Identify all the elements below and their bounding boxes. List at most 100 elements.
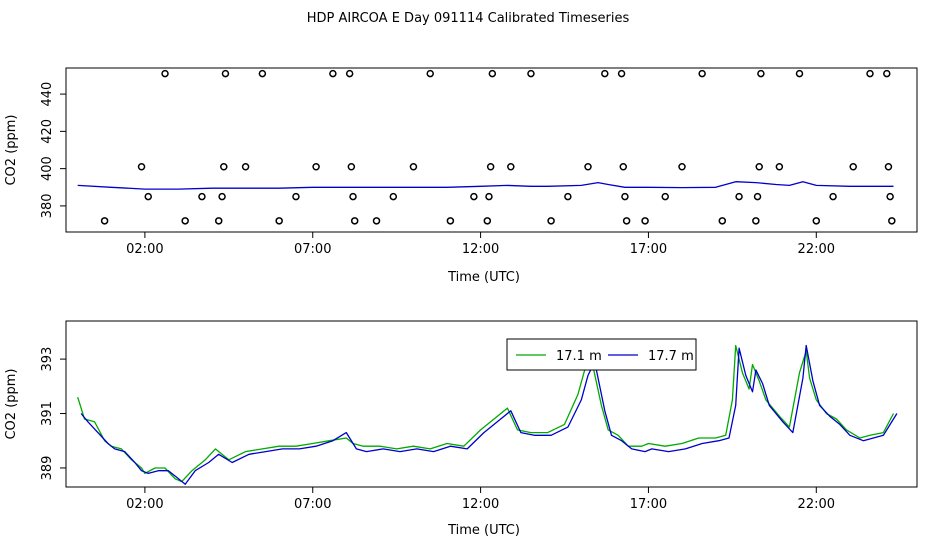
- calibration-point: [584, 163, 592, 171]
- bottom-x-tick-label: 17:00: [630, 497, 667, 512]
- calibration-point: [258, 69, 267, 78]
- calibration-point: [218, 192, 226, 201]
- bottom-x-axis: 02:00 07:00 12:00 17:00 22:00: [126, 487, 835, 512]
- calibration-point: [775, 163, 784, 171]
- bottom-plot-frame: [65, 320, 918, 488]
- calibration-point: [527, 69, 535, 78]
- calibration-point: [601, 69, 609, 78]
- calibration-point: [718, 217, 727, 225]
- calibration-point: [349, 192, 357, 201]
- top-plot-frame: [65, 67, 918, 233]
- calibration-point: [507, 163, 515, 171]
- top-y-tick-label: 440: [40, 82, 55, 107]
- calibration-point: [883, 69, 891, 78]
- bottom-x-axis-label: Time (UTC): [447, 523, 520, 538]
- top-x-tick-label: 02:00: [126, 242, 163, 257]
- calibration-point: [161, 69, 169, 78]
- calibration-point: [678, 163, 686, 171]
- top-y-axis-label: CO2 (ppm): [4, 114, 19, 185]
- calibration-point: [470, 192, 478, 201]
- top-panel: 02:00 07:00 12:00 17:00 22:00 380 400 420 440 T…: [4, 67, 918, 285]
- calibration-point: [198, 192, 206, 201]
- top-x-axis: 02:00 07:00 12:00 17:00 22:00: [126, 232, 835, 257]
- calibration-point: [214, 217, 223, 225]
- bottom-series-line-0: [77, 344, 895, 483]
- calibration-point: [144, 192, 152, 201]
- calibration-point: [564, 192, 572, 201]
- calibration-point: [275, 217, 283, 225]
- calibration-point: [755, 163, 763, 171]
- top-series-line-0: [77, 181, 894, 190]
- calibration-point: [350, 217, 359, 225]
- calibration-point: [795, 69, 804, 78]
- calibration-point: [547, 217, 555, 225]
- calibration-point: [292, 192, 300, 201]
- calibration-point: [221, 69, 230, 78]
- calibration-point: [752, 217, 760, 225]
- calibration-point: [812, 217, 821, 225]
- calibration-point: [137, 163, 146, 171]
- calibration-point: [372, 217, 381, 225]
- calibration-point: [622, 217, 631, 225]
- calibration-point: [886, 192, 894, 201]
- bottom-panel: 02:00 07:00 12:00 17:00 22:00 389 391 393 Time…: [4, 320, 918, 538]
- calibration-point: [661, 192, 669, 201]
- calibration-point: [829, 192, 837, 201]
- top-x-tick-label: 22:00: [798, 242, 835, 257]
- bottom-x-tick-label: 12:00: [462, 497, 499, 512]
- calibration-point: [866, 69, 874, 78]
- top-series-group: [77, 181, 894, 190]
- top-x-tick-label: 12:00: [462, 242, 499, 257]
- calibration-point: [446, 217, 455, 225]
- bottom-x-tick-label: 07:00: [294, 497, 331, 512]
- calibration-point: [347, 163, 356, 171]
- calibration-point: [849, 163, 857, 171]
- top-calibration-points: [100, 69, 896, 225]
- bottom-x-tick-label: 22:00: [798, 497, 835, 512]
- bottom-series-group: [77, 344, 898, 485]
- calibration-point: [345, 69, 354, 78]
- bottom-y-tick-label: 389: [40, 456, 55, 481]
- calibration-point: [753, 192, 762, 201]
- calibration-point: [389, 192, 398, 201]
- calibration-point: [329, 69, 337, 78]
- bottom-series-line-1: [80, 344, 898, 485]
- bottom-y-axis: 389 391 393: [40, 347, 66, 481]
- legend: 17.1 m 17.7 m: [506, 338, 697, 371]
- bottom-y-tick-label: 391: [40, 401, 55, 426]
- calibration-point: [100, 217, 109, 225]
- calibration-point: [488, 69, 497, 78]
- calibration-point: [619, 163, 628, 171]
- bottom-y-tick-label: 393: [40, 347, 55, 372]
- top-y-axis: 380 400 420 440: [40, 82, 66, 218]
- calibration-point: [698, 69, 706, 78]
- calibration-point: [220, 163, 228, 171]
- calibration-point: [888, 217, 896, 225]
- legend-label-17-1m: 17.1 m: [556, 349, 602, 364]
- calibration-point: [409, 163, 418, 171]
- calibration-point: [486, 163, 495, 171]
- bottom-x-tick-label: 02:00: [126, 497, 163, 512]
- calibration-point: [312, 163, 320, 171]
- calibration-point: [617, 69, 626, 78]
- bottom-y-axis-label: CO2 (ppm): [4, 368, 19, 439]
- calibration-point: [483, 217, 492, 225]
- calibration-point: [181, 217, 189, 225]
- calibration-point: [485, 192, 493, 201]
- calibration-point: [241, 163, 250, 171]
- calibration-point: [621, 192, 629, 201]
- calibration-point: [884, 163, 893, 171]
- top-x-tick-label: 17:00: [630, 242, 667, 257]
- calibration-point: [641, 217, 649, 225]
- top-y-tick-label: 420: [40, 119, 55, 144]
- calibration-point: [757, 69, 765, 78]
- top-x-axis-label: Time (UTC): [447, 270, 520, 285]
- figure-title: HDP AIRCOA E Day 091114 Calibrated Times…: [307, 11, 630, 26]
- top-y-tick-label: 400: [40, 156, 55, 181]
- legend-label-17-7m: 17.7 m: [648, 349, 694, 364]
- calibration-point: [426, 69, 434, 78]
- top-x-tick-label: 07:00: [294, 242, 331, 257]
- calibration-point: [735, 192, 743, 201]
- top-y-tick-label: 380: [40, 193, 55, 218]
